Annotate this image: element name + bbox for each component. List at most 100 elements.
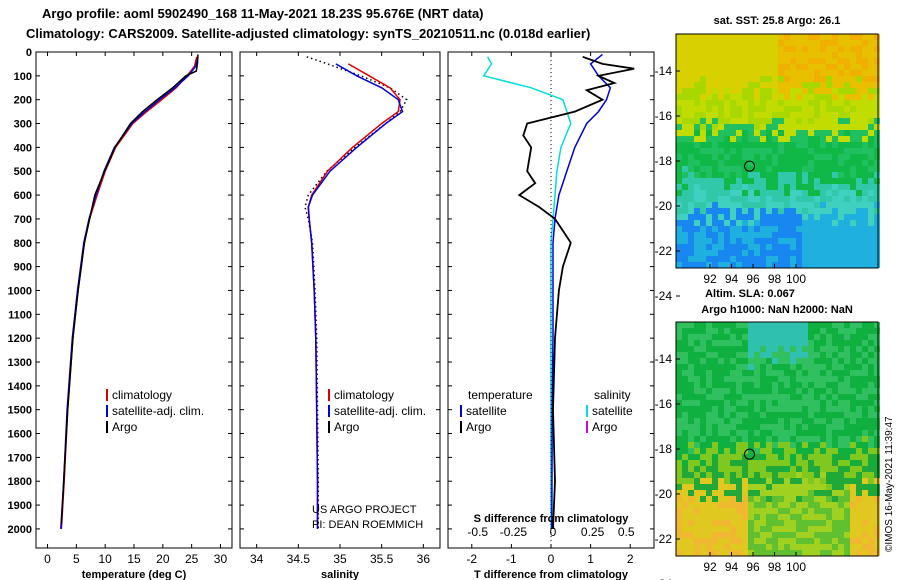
map-cell (808, 442, 814, 448)
map-cell (874, 394, 880, 400)
map-cell (790, 520, 796, 526)
map-cell (874, 454, 880, 460)
map-cell (808, 256, 814, 262)
map-cell (718, 448, 724, 454)
map-cell (754, 232, 760, 238)
map-cell (700, 364, 706, 370)
map-cell (868, 382, 874, 388)
map-cell (712, 322, 718, 328)
map-cell (760, 88, 766, 94)
map-cell (874, 184, 880, 190)
map-cell (688, 76, 694, 82)
map-cell (844, 382, 850, 388)
map-cell (706, 160, 712, 166)
map-cell (784, 148, 790, 154)
map-cell (694, 94, 700, 100)
map-cell (694, 412, 700, 418)
map-cell (868, 220, 874, 226)
map-cell (838, 166, 844, 172)
map-cell (754, 190, 760, 196)
map-cell (832, 142, 838, 148)
map-cell (838, 388, 844, 394)
map-cell (688, 214, 694, 220)
map-cell (784, 496, 790, 502)
map-cell (802, 106, 808, 112)
map-cell (844, 124, 850, 130)
map-cell (802, 184, 808, 190)
map-cell (850, 46, 856, 52)
map-cell (754, 142, 760, 148)
map-cell (724, 94, 730, 100)
map-cell (814, 442, 820, 448)
map-cell (850, 346, 856, 352)
map-cell (706, 82, 712, 88)
map-cell (856, 328, 862, 334)
map-cell (862, 46, 868, 52)
map-cell (802, 544, 808, 550)
map-cell (868, 520, 874, 526)
map-cell (814, 544, 820, 550)
map-cell (868, 550, 874, 556)
map-cell (820, 172, 826, 178)
map-cell (760, 424, 766, 430)
map-cell (796, 532, 802, 538)
map-cell (718, 124, 724, 130)
map-cell (814, 82, 820, 88)
map-cell (814, 388, 820, 394)
map-cell (694, 100, 700, 106)
map-cell (868, 352, 874, 358)
map-cell (688, 82, 694, 88)
map-cell (844, 502, 850, 508)
map-cell (832, 328, 838, 334)
map-cell (796, 208, 802, 214)
map-cell (814, 454, 820, 460)
map-cell (700, 382, 706, 388)
map-cell (736, 52, 742, 58)
map-cell (874, 52, 880, 58)
map-cell (718, 358, 724, 364)
map-cell (688, 88, 694, 94)
map-cell (790, 382, 796, 388)
map-cell (724, 484, 730, 490)
map-cell (718, 76, 724, 82)
map-cell (832, 70, 838, 76)
map-cell (832, 208, 838, 214)
map-cell (700, 130, 706, 136)
y-tick-label: 200 (14, 95, 32, 107)
map-cell (784, 370, 790, 376)
map-cell (772, 40, 778, 46)
s-tick-label: 0.25 (581, 525, 605, 539)
map-cell (772, 142, 778, 148)
map-cell (814, 256, 820, 262)
map-cell (688, 340, 694, 346)
map-cell (856, 388, 862, 394)
map-cell (682, 460, 688, 466)
map-cell (730, 64, 736, 70)
map-cell (772, 484, 778, 490)
map-cell (850, 262, 856, 268)
map-cell (850, 490, 856, 496)
map-cell (700, 46, 706, 52)
map-cell (814, 478, 820, 484)
map-cell (862, 52, 868, 58)
map-cell (832, 442, 838, 448)
map-cell (790, 172, 796, 178)
map-cell (772, 94, 778, 100)
map-cell (766, 544, 772, 550)
map-cell (682, 424, 688, 430)
map-cell (832, 496, 838, 502)
map-cell (682, 124, 688, 130)
map-cell (838, 88, 844, 94)
map-cell (712, 364, 718, 370)
map-cell (808, 424, 814, 430)
map-cell (676, 388, 682, 394)
map-cell (730, 370, 736, 376)
map-cell (778, 262, 784, 268)
map-cell (790, 466, 796, 472)
map-cell (856, 118, 862, 124)
map-cell (754, 82, 760, 88)
map-cell (826, 502, 832, 508)
map-cell (826, 352, 832, 358)
map-cell (784, 394, 790, 400)
map-cell (742, 484, 748, 490)
